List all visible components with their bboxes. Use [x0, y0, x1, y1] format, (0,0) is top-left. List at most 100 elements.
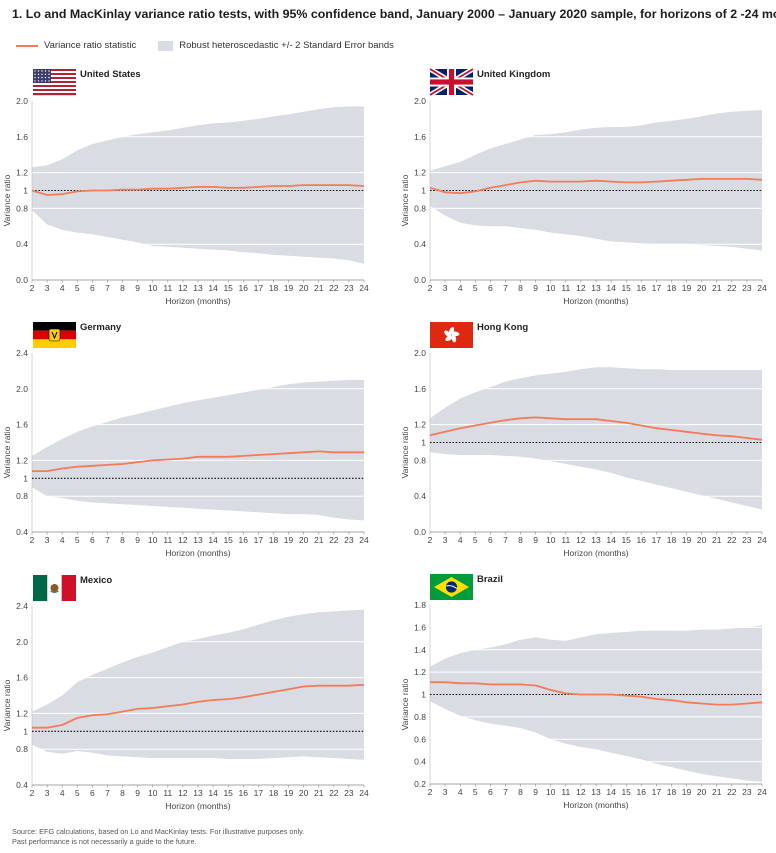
- y-tick-label: 1: [23, 186, 28, 196]
- x-tick-label: 21: [314, 788, 324, 798]
- footer-disclaimer: Past performance is not necessarily a gu…: [12, 837, 197, 846]
- x-tick-label: 9: [533, 787, 538, 797]
- flag-star: [37, 76, 40, 79]
- flag-star: [48, 80, 50, 82]
- chart-united-states: 0.00.40.811.21.62.02 3 4 5 6 7 8 9 10 11 12 13 14 15 1…: [2, 69, 369, 306]
- x-tick-label: 14: [606, 283, 616, 293]
- x-tick-label: 12: [178, 535, 188, 545]
- chart-united-kingdom: 0.00.40.811.21.62.02 3 4 5 6 7 8 9 10 11 12 13 14 15 1…: [400, 66, 767, 306]
- x-tick-label: 2: [428, 535, 433, 545]
- y-tick-label: 2.0: [16, 637, 28, 647]
- x-tick-label: 3: [45, 283, 50, 293]
- y-tick-label: 2.4: [16, 601, 28, 611]
- y-tick-label: 0.0: [16, 275, 28, 285]
- flag-star: [41, 73, 43, 76]
- flag-star: [44, 76, 47, 79]
- x-tick-label: 21: [314, 283, 324, 293]
- y-tick-label: 1.6: [16, 420, 28, 430]
- x-tick-label: 22: [727, 787, 737, 797]
- y-tick-label: 0.4: [414, 491, 426, 501]
- x-tick-label: 17: [652, 535, 662, 545]
- x-tick-label: 5: [473, 535, 478, 545]
- x-tick-label: 17: [652, 787, 662, 797]
- x-tick-label: 16: [637, 535, 647, 545]
- x-tick-label: 20: [697, 283, 707, 293]
- flag-star: [41, 70, 43, 72]
- y-tick-label: 2.0: [16, 384, 28, 394]
- x-tick-label: 9: [135, 535, 140, 545]
- y-tick-label: 1: [421, 186, 426, 196]
- x-tick-label: 24: [757, 283, 767, 293]
- flag-star: [41, 80, 43, 82]
- y-tick-label: 0.4: [16, 527, 28, 537]
- variance-ratio-line: [429, 178, 763, 195]
- x-axis-label: Horizon (months): [165, 801, 230, 811]
- x-tick-label: 3: [45, 535, 50, 545]
- flag-star: [37, 70, 40, 72]
- y-tick-label: 0.0: [414, 275, 426, 285]
- flag-field: [430, 322, 473, 348]
- x-tick-label: 6: [488, 787, 493, 797]
- flag-emblem: [50, 584, 59, 592]
- x-axis-label: Horizon (months): [165, 548, 230, 558]
- x-tick-label: 7: [503, 535, 508, 545]
- flag-stripe: [33, 71, 76, 74]
- confidence-band: [430, 625, 762, 782]
- x-tick-label: 5: [75, 788, 80, 798]
- x-tick-label: 21: [712, 787, 722, 797]
- y-tick-label: 1.6: [414, 384, 426, 394]
- flag-stripe: [33, 83, 76, 86]
- x-tick-label: 15: [223, 535, 233, 545]
- x-tick-label: 23: [742, 283, 752, 293]
- y-tick-label: 0.4: [16, 239, 28, 249]
- legend: Variance ratio statistic Robust heterosc…: [16, 40, 394, 51]
- x-tick-label: 3: [443, 535, 448, 545]
- x-tick-label: 18: [667, 283, 677, 293]
- mexico-flag-icon: [33, 575, 76, 601]
- x-tick-label: 24: [359, 788, 369, 798]
- y-tick-label: 1.8: [414, 600, 426, 610]
- x-tick-label: 3: [443, 787, 448, 797]
- flag-globe-band: [445, 585, 458, 589]
- x-tick-label: 11: [561, 787, 570, 797]
- x-tick-label: 10: [546, 283, 556, 293]
- flag-petal: [445, 335, 453, 342]
- y-tick-label: 2.0: [16, 96, 28, 106]
- x-axis-label: Horizon (months): [165, 296, 230, 306]
- y-axis-label: Variance ratio: [400, 174, 410, 226]
- variance-ratio-line: [32, 450, 364, 472]
- y-tick-label: 0.0: [414, 527, 426, 537]
- y-tick-label: 0.8: [16, 491, 28, 501]
- x-tick-label: 14: [606, 787, 616, 797]
- flag-stripe: [33, 85, 76, 88]
- x-tick-label: 14: [208, 283, 218, 293]
- x-tick-label: 4: [60, 535, 65, 545]
- y-axis-label: Variance ratio: [2, 426, 12, 478]
- flag-star: [37, 80, 40, 82]
- y-tick-label: 1.4: [414, 645, 426, 655]
- x-tick-label: 23: [344, 535, 354, 545]
- x-tick-label: 24: [757, 787, 767, 797]
- flag-star: [48, 76, 50, 79]
- x-tick-label: 19: [284, 788, 294, 798]
- y-tick-label: 0.4: [16, 780, 28, 790]
- x-tick-label: 16: [239, 788, 249, 798]
- y-tick-label: 2.0: [414, 96, 426, 106]
- y-tick-label: 1.2: [16, 168, 28, 178]
- x-tick-label: 15: [621, 535, 631, 545]
- legend-line-label: Variance ratio statistic: [44, 40, 137, 51]
- x-tick-label: 18: [269, 535, 279, 545]
- y-axis-label: Variance ratio: [400, 426, 410, 478]
- x-axis-label: Horizon (months): [563, 296, 628, 306]
- y-tick-label: 1.2: [414, 667, 426, 677]
- x-tick-label: 6: [90, 535, 95, 545]
- footer: Source: EFG calculations, based on Lo an…: [12, 827, 304, 847]
- x-tick-label: 22: [329, 283, 339, 293]
- panel-title: United States: [80, 69, 141, 80]
- united-kingdom-flag-icon: [428, 66, 475, 98]
- x-tick-label: 24: [757, 535, 767, 545]
- x-tick-label: 18: [667, 787, 677, 797]
- flag-stripe: [33, 69, 76, 72]
- x-tick-label: 23: [742, 535, 752, 545]
- y-tick-label: 1.2: [16, 708, 28, 718]
